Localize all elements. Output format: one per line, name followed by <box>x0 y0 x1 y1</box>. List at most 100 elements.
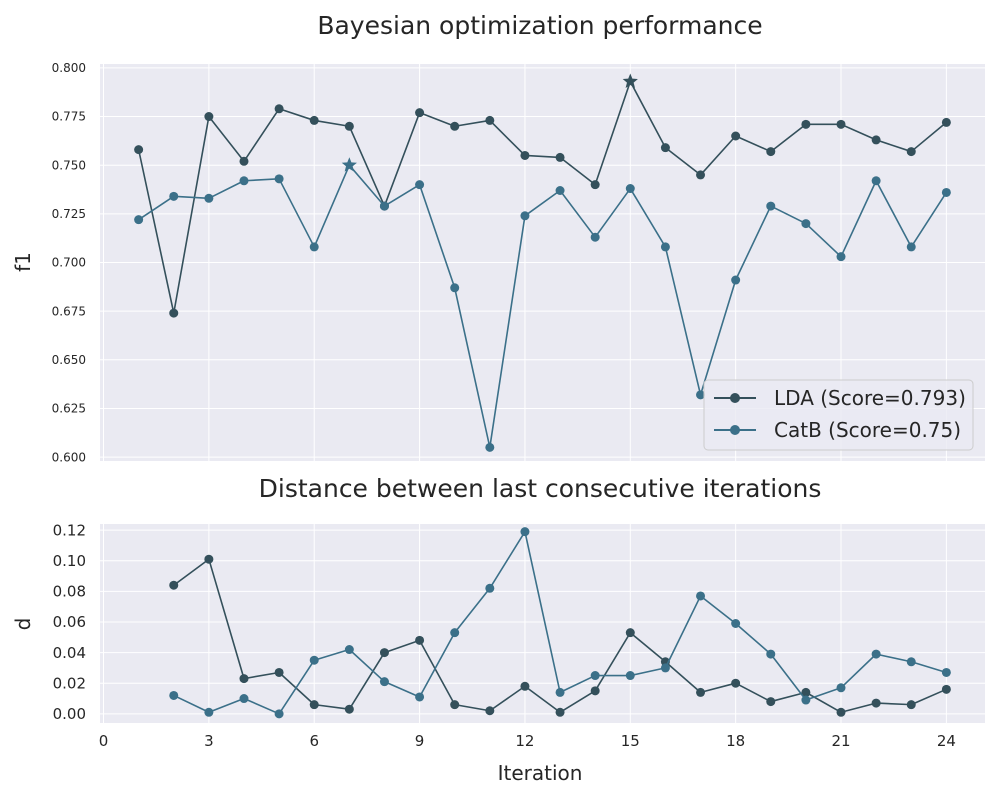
f1-panel: Bayesian optimization performance 0.6000… <box>11 11 985 464</box>
f1-y-tick-label: 0.800 <box>52 61 86 75</box>
f1-point-lda <box>766 147 776 157</box>
distance-point-lda <box>239 674 249 684</box>
x-tick-label: 24 <box>937 732 956 750</box>
f1-point-lda <box>415 108 425 118</box>
x-axis-label: Iteration <box>498 761 583 785</box>
f1-point-catb <box>906 242 916 252</box>
f1-point-catb <box>520 211 530 221</box>
distance-point-lda <box>941 684 951 694</box>
distance-point-lda <box>520 681 530 691</box>
x-tick-label: 12 <box>515 732 534 750</box>
f1-point-lda <box>309 115 319 125</box>
f1-point-catb <box>766 201 776 211</box>
f1-y-tick-label: 0.775 <box>52 110 86 124</box>
legend-marker-lda <box>730 393 740 403</box>
f1-point-lda <box>134 145 144 155</box>
f1-point-catb <box>239 176 249 186</box>
f1-point-lda <box>169 308 179 318</box>
f1-y-tick-label: 0.625 <box>52 402 86 416</box>
f1-y-tick-label: 0.675 <box>52 304 86 318</box>
f1-point-lda <box>450 121 460 131</box>
f1-point-lda <box>836 119 846 129</box>
x-tick-label: 21 <box>831 732 850 750</box>
distance-y-ticks: 0.00 0.02 0.04 0.06 0.08 0.10 0.12 <box>53 521 86 723</box>
distance-point-catb <box>941 667 951 677</box>
f1-point-catb <box>555 185 565 195</box>
legend-label-lda: LDA (Score=0.793) <box>774 386 966 410</box>
distance-y-tick-label: 0.08 <box>53 583 86 601</box>
distance-point-catb <box>520 527 530 537</box>
distance-point-lda <box>169 580 179 590</box>
f1-point-catb <box>590 232 600 242</box>
f1-point-lda <box>590 180 600 190</box>
legend-frame <box>703 379 974 451</box>
distance-y-tick-label: 0.04 <box>53 644 86 662</box>
distance-y-tick-label: 0.06 <box>53 613 86 631</box>
f1-y-tick-label: 0.600 <box>52 450 86 464</box>
distance-point-catb <box>344 645 354 655</box>
distance-y-tick-label: 0.10 <box>53 552 86 570</box>
f1-y-axis-label: f1 <box>11 252 35 272</box>
f1-point-catb <box>836 252 846 262</box>
f1-point-catb <box>274 174 284 184</box>
distance-y-tick-label: 0.12 <box>53 521 86 539</box>
distance-y-axis-label: d <box>11 618 35 631</box>
f1-point-lda <box>660 143 670 153</box>
distance-point-lda <box>344 704 354 714</box>
f1-y-tick-label: 0.700 <box>52 256 86 270</box>
distance-point-catb <box>660 663 670 673</box>
f1-point-catb <box>731 275 741 285</box>
f1-y-tick-label: 0.725 <box>52 207 86 221</box>
distance-point-catb <box>590 671 600 681</box>
distance-y-tick-label: 0.02 <box>53 674 86 692</box>
f1-point-lda <box>204 112 214 122</box>
f1-point-catb <box>379 201 389 211</box>
distance-panel: Distance between last consecutive iterat… <box>11 474 985 785</box>
distance-point-catb <box>204 707 214 717</box>
distance-plot-area <box>100 524 985 723</box>
distance-point-catb <box>274 709 284 719</box>
distance-point-catb <box>309 655 319 665</box>
distance-point-catb <box>450 628 460 638</box>
distance-point-catb <box>415 692 425 702</box>
f1-point-catb <box>450 283 460 293</box>
f1-best-point-catb <box>341 157 357 172</box>
distance-series-layer <box>169 527 951 719</box>
x-tick-label: 3 <box>204 732 214 750</box>
f1-point-catb <box>660 242 670 252</box>
x-tick-label: 15 <box>621 732 640 750</box>
f1-point-lda <box>239 156 249 166</box>
f1-point-catb <box>415 180 425 190</box>
distance-point-catb <box>766 649 776 659</box>
distance-chart-title: Distance between last consecutive iterat… <box>259 474 822 503</box>
distance-point-catb <box>906 657 916 667</box>
distance-point-lda <box>906 700 916 710</box>
f1-point-lda <box>941 117 951 127</box>
distance-point-lda <box>801 687 811 697</box>
distance-point-lda <box>450 700 460 710</box>
f1-point-catb <box>485 442 495 452</box>
distance-point-catb <box>801 695 811 705</box>
f1-point-catb <box>134 215 144 225</box>
distance-point-catb <box>555 687 565 697</box>
f1-point-catb <box>801 219 811 229</box>
f1-point-catb <box>204 193 214 203</box>
f1-point-lda <box>485 115 495 125</box>
f1-y-tick-label: 0.750 <box>52 158 86 172</box>
f1-y-tick-label: 0.650 <box>52 353 86 367</box>
distance-point-catb <box>485 583 495 593</box>
f1-point-catb <box>309 242 319 252</box>
distance-point-catb <box>625 671 635 681</box>
distance-point-catb <box>696 591 706 601</box>
distance-point-catb <box>239 694 249 704</box>
f1-point-catb <box>941 187 951 197</box>
distance-point-lda <box>204 554 214 564</box>
distance-x-ticks: 0 3 6 9 12 15 18 21 24 <box>99 732 956 750</box>
f1-point-lda <box>801 119 811 129</box>
f1-line-lda <box>137 80 947 314</box>
distance-point-lda <box>696 687 706 697</box>
f1-point-catb <box>169 191 179 201</box>
distance-y-tick-label: 0.00 <box>53 705 86 723</box>
f1-point-lda <box>871 135 881 145</box>
